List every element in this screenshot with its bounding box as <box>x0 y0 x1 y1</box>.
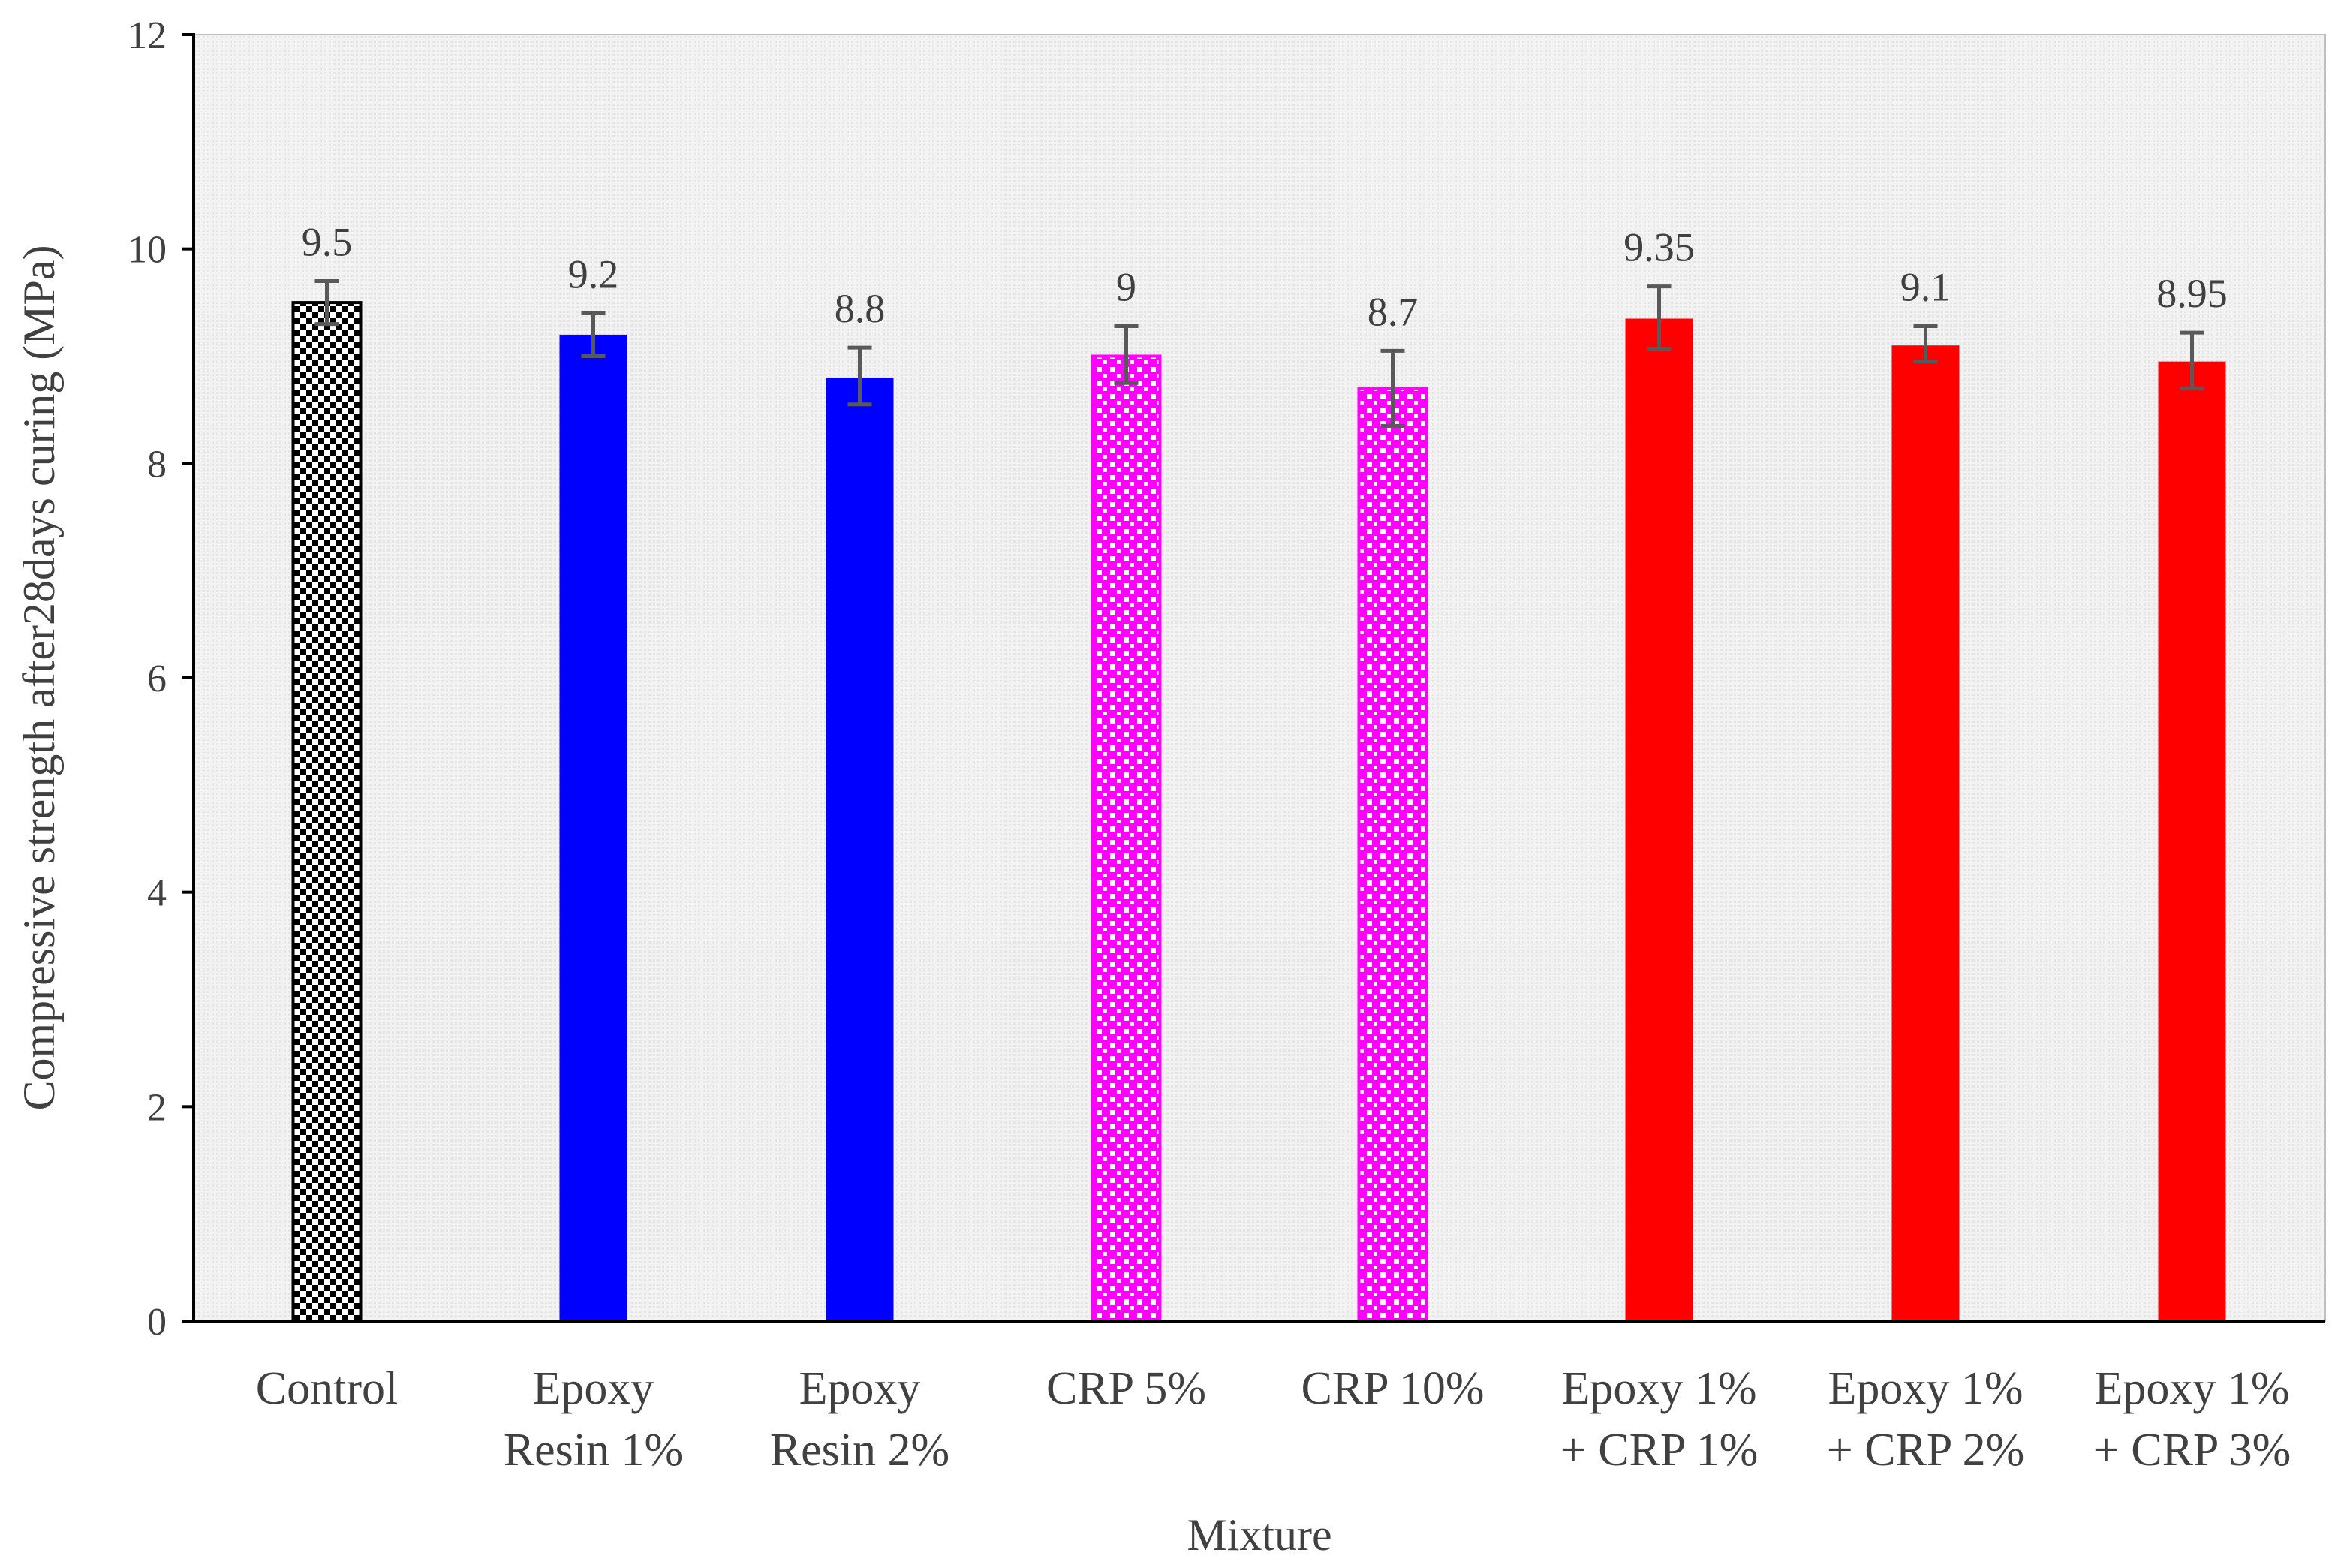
x-category-label: CRP 5% <box>1046 1363 1206 1414</box>
x-axis-title: Mixture <box>1187 1510 1331 1560</box>
x-axis-categories: Control Epoxy Resin 1% Epoxy Resin 2% CRP 5% C… <box>256 1363 2291 1476</box>
y-tick-label: 2 <box>147 1086 167 1129</box>
y-tick-label: 0 <box>147 1301 167 1344</box>
bar <box>559 334 627 1321</box>
y-tick-label: 12 <box>128 14 167 57</box>
x-category-label: Resin 2% <box>770 1425 949 1476</box>
error-bar <box>1380 348 1405 428</box>
bar <box>826 378 894 1322</box>
y-axis-ticks: 0 2 4 6 8 10 12 <box>128 14 194 1344</box>
x-category-label: Epoxy <box>533 1363 654 1414</box>
error-bar <box>581 311 606 358</box>
plot-area <box>193 34 2326 1322</box>
x-category-label: + CRP 2% <box>1827 1425 2025 1476</box>
data-label: 8.95 <box>2156 271 2228 316</box>
data-label: 8.7 <box>1368 289 1419 334</box>
data-labels: 9.5 9.2 8.8 9 8.7 9.35 9.1 8.95 <box>302 220 2228 335</box>
x-category-label: + CRP 1% <box>1560 1425 1759 1476</box>
bars <box>291 301 2226 1323</box>
x-category-label: + CRP 3% <box>2093 1425 2291 1476</box>
y-tick-label: 4 <box>147 872 167 915</box>
error-bar <box>847 345 872 407</box>
x-category-label: CRP 10% <box>1301 1363 1484 1414</box>
y-tick-label: 8 <box>147 443 167 486</box>
error-bar <box>1913 324 1938 364</box>
error-bar <box>2180 330 2204 390</box>
x-category-label: Resin 1% <box>504 1425 683 1476</box>
data-label: 9.5 <box>302 220 353 265</box>
error-bars <box>314 279 2204 428</box>
x-category-label: Epoxy 1% <box>1828 1363 2023 1414</box>
bar <box>1625 318 1693 1322</box>
data-label: 9.35 <box>1623 225 1695 270</box>
x-category-label: Epoxy 1% <box>1561 1363 1756 1414</box>
error-bar <box>314 279 339 327</box>
data-label: 9.1 <box>1900 265 1951 310</box>
bar <box>1891 345 1960 1321</box>
data-label: 9 <box>1116 265 1136 310</box>
error-bar <box>1647 284 1672 351</box>
y-axis-title: Compressive strength after28days curing … <box>14 245 64 1110</box>
bar <box>1091 354 1162 1323</box>
x-category-label: Epoxy 1% <box>2094 1363 2289 1414</box>
y-tick-label: 10 <box>128 229 167 272</box>
error-bar <box>1114 324 1139 385</box>
data-label: 8.8 <box>835 286 886 331</box>
bar <box>2158 361 2226 1322</box>
bar <box>1357 387 1428 1323</box>
bar <box>291 301 363 1323</box>
x-category-label: Epoxy <box>799 1363 921 1414</box>
y-tick-label: 6 <box>147 658 167 700</box>
data-label: 9.2 <box>568 251 619 296</box>
x-category-label: Control <box>256 1363 398 1414</box>
